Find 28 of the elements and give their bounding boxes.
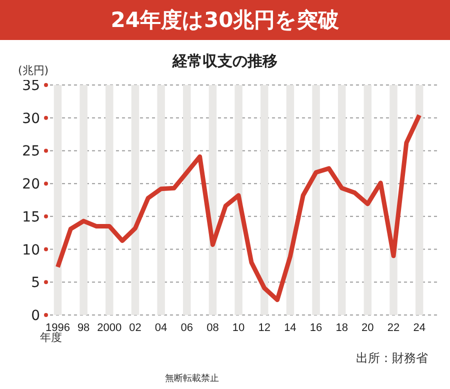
x-tick-label: 06 — [180, 322, 194, 334]
y-tick-label: 20 — [22, 176, 40, 193]
y-tick-label: 15 — [22, 209, 40, 226]
y-tick-label: 5 — [31, 275, 40, 292]
text: 無断転載禁止 — [165, 372, 219, 385]
x-tick-label: 98 — [77, 322, 90, 334]
y-axis-title: (兆円) — [18, 63, 49, 78]
x-tick-label: 02 — [129, 322, 142, 334]
x-tick-label: 16 — [310, 322, 322, 334]
x-tick-label: 22 — [387, 322, 400, 334]
chart-title: 24年度は30兆円を突破 — [0, 0, 450, 40]
x-tick-label: 04 — [154, 322, 168, 334]
line-series — [56, 112, 422, 302]
y-tick-label: 25 — [22, 144, 40, 160]
x-tick-label: 20 — [362, 322, 374, 334]
x-axis-title: 年度 — [40, 331, 62, 345]
x-tick-label: 12 — [258, 322, 270, 334]
chart-subtitle: 経常収支の推移 — [172, 52, 278, 70]
y-tick-label: 30 — [22, 110, 40, 127]
x-tick-label: 24 — [413, 322, 426, 334]
x-tick-label: 10 — [232, 322, 245, 334]
x-tick-label: 14 — [284, 322, 296, 334]
x-tick-label: 18 — [336, 322, 348, 334]
x-tick-label: 08 — [206, 322, 219, 334]
x-tick-label: 2000 — [97, 322, 122, 334]
text: 出所：財務省 — [356, 350, 428, 367]
y-tick-label: 10 — [22, 242, 40, 258]
y-tick-label: 0 — [31, 308, 40, 324]
